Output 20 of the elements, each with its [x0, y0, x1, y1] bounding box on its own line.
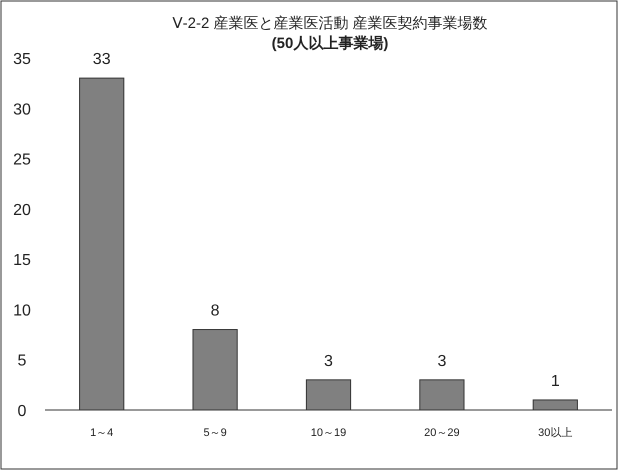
data-label: 3	[437, 352, 446, 370]
data-label: 1	[550, 372, 560, 390]
x-tick-label: 30以上	[538, 426, 572, 439]
data-label: 3	[324, 352, 334, 370]
chart-title: Ⅴ-2-2 産業医と産業医活動 産業医契約事業場数	[172, 15, 488, 32]
x-tick-label: 20～29	[424, 427, 460, 439]
x-tick-label: 5～9	[203, 427, 227, 439]
data-label: 8	[210, 302, 220, 320]
y-tick-label: 30	[13, 101, 31, 118]
chart-subtitle: (50人以上事業場)	[272, 35, 388, 52]
y-tick-label: 20	[13, 202, 31, 219]
x-tick-label: 1～4	[90, 427, 114, 439]
y-tick-label: 15	[13, 252, 31, 270]
data-label: 33	[92, 51, 111, 68]
y-tick-label: 0	[18, 403, 27, 420]
y-tick-label: 25	[13, 152, 31, 169]
y-tick-label: 10	[13, 302, 31, 320]
x-tick-label: 10～19	[310, 427, 346, 439]
y-tick-label: 35	[13, 51, 31, 68]
y-tick-label: 5	[18, 352, 27, 370]
